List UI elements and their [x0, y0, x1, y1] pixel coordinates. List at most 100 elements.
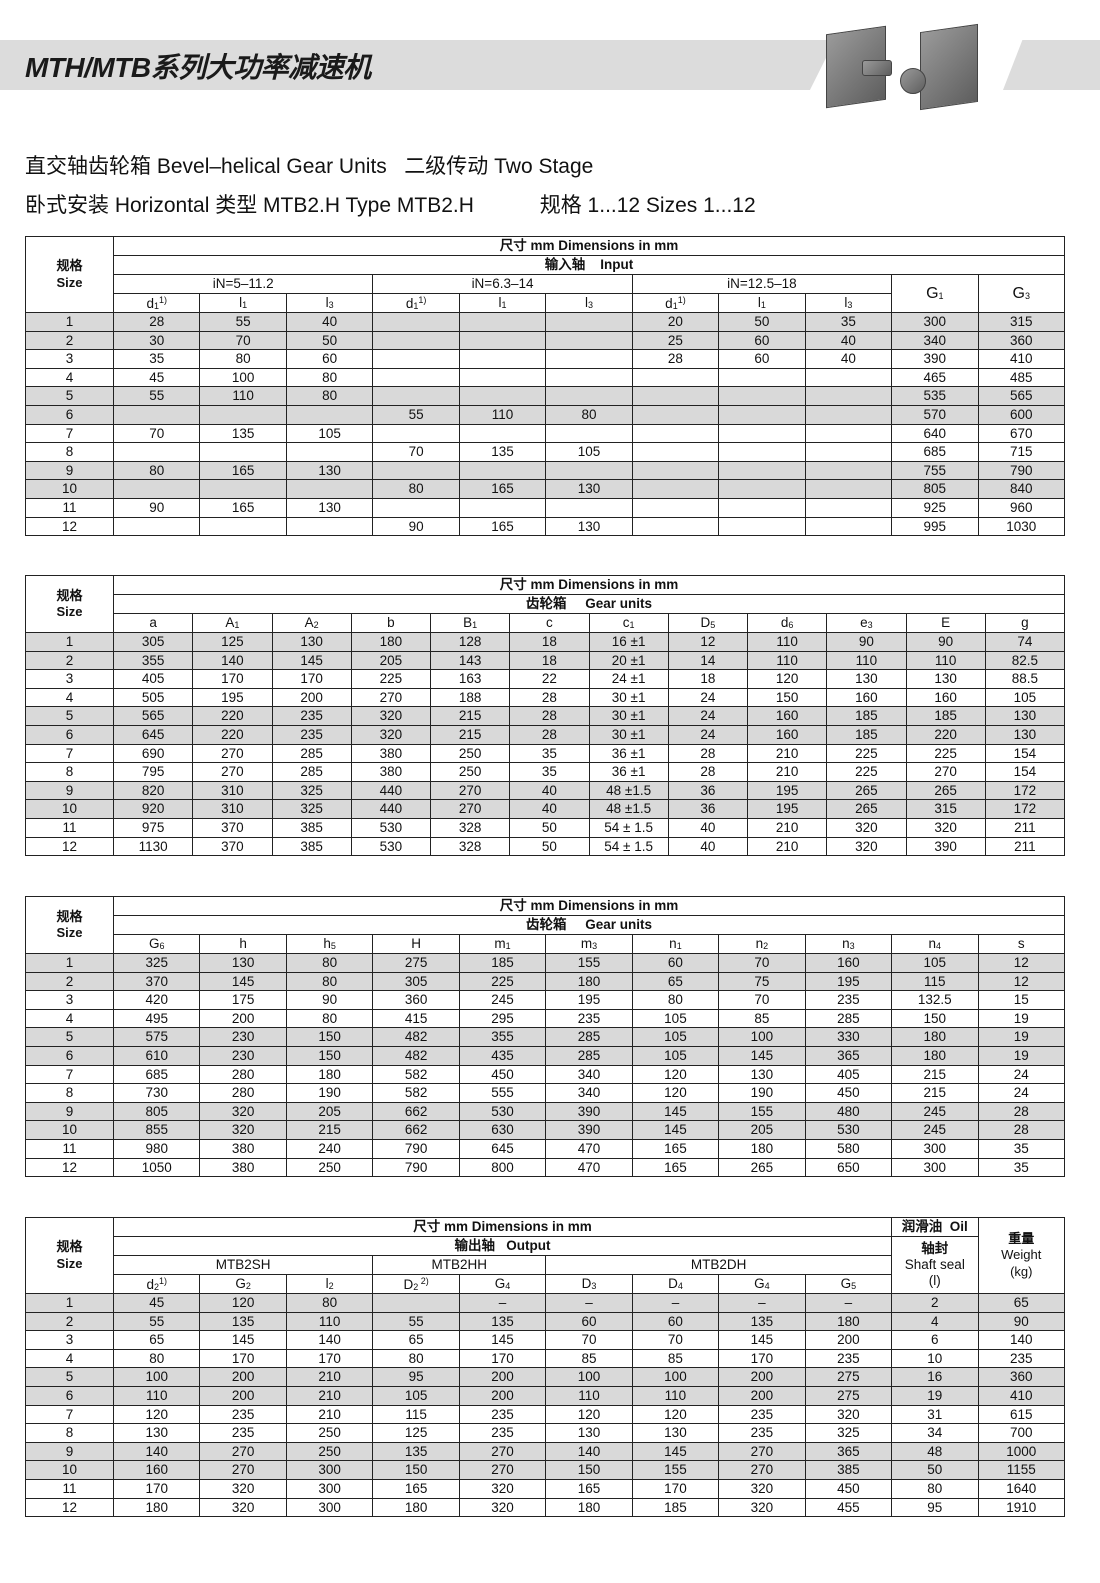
value-cell: 685 [891, 442, 979, 462]
value-cell: 110 [631, 1385, 720, 1406]
value-cell: 150 [372, 1460, 460, 1480]
value-cell: 235 [804, 1348, 893, 1369]
size-cell: 10 [25, 1460, 114, 1480]
column-symbol: d [665, 295, 673, 311]
value-cell: 180 [891, 1027, 979, 1047]
value-cell: 450 [804, 1083, 893, 1103]
value-cell [199, 442, 287, 462]
value-cell: 30 ±1 [588, 687, 669, 708]
value-cell: 90 [372, 516, 460, 537]
column-header: n1 [631, 934, 720, 954]
value-cell: 380 [199, 1157, 287, 1178]
mounting-type: 卧式安装 Horizontal 类型 MTB2.H Type MTB2.H [25, 194, 474, 217]
column-header: b [350, 613, 432, 633]
value-cell: 188 [429, 687, 511, 708]
g3-header: G3 [977, 274, 1066, 313]
column-footnote: 2) [418, 1275, 429, 1286]
value-cell: 185 [458, 953, 547, 973]
column-header: m1 [458, 934, 547, 954]
value-cell [372, 330, 460, 351]
value-cell: 60 [718, 330, 806, 351]
value-cell: 385 [804, 1460, 893, 1480]
value-cell: 30 ±1 [588, 724, 669, 745]
column-subscript: 6 [788, 620, 794, 630]
value-cell: 285 [271, 743, 352, 764]
value-cell: 280 [199, 1083, 287, 1103]
value-cell: 235 [271, 724, 352, 745]
variant-header-mtb2hh: MTB2HH [372, 1255, 547, 1275]
value-cell: 150 [285, 1045, 374, 1066]
size-cell: 8 [25, 1083, 114, 1103]
column-footnote: 1) [677, 294, 686, 305]
column-subscript: 4 [505, 1281, 511, 1291]
value-cell: 190 [285, 1083, 374, 1103]
column-symbol: n [842, 936, 850, 951]
size-range: 规格 1...12 Sizes 1...12 [539, 194, 756, 217]
value-cell: 390 [545, 1101, 633, 1122]
column-subscript: 3 [592, 941, 598, 951]
value-cell: 920 [112, 799, 194, 819]
value-cell: – [804, 1293, 893, 1313]
value-cell: 280 [199, 1064, 287, 1085]
value-cell: 12 [667, 632, 749, 652]
value-cell: 140 [285, 1330, 374, 1350]
size-cell: 2 [25, 971, 114, 992]
column-header: l1 [718, 293, 806, 313]
value-cell: 25 [631, 330, 720, 351]
value-cell: 70 [199, 330, 287, 351]
value-cell: 328 [429, 836, 511, 857]
value-cell: 195 [746, 780, 828, 801]
value-cell: 200 [718, 1367, 806, 1387]
value-cell: 40 [804, 349, 893, 369]
value-cell [718, 442, 806, 462]
value-cell: 74 [984, 632, 1066, 652]
column-symbol: c [546, 615, 553, 631]
column-subscript: 5 [851, 1281, 857, 1291]
value-cell: 440 [350, 780, 432, 801]
value-cell [372, 497, 460, 518]
value-cell: 195 [746, 799, 828, 819]
value-cell [545, 349, 633, 369]
value-cell: 85 [545, 1348, 633, 1369]
value-cell: 120 [631, 1404, 720, 1425]
value-cell: 270 [718, 1460, 806, 1480]
value-cell [458, 460, 547, 481]
column-subscript: 5 [330, 941, 336, 951]
value-cell: 565 [112, 706, 194, 726]
value-cell: 320 [905, 817, 986, 838]
value-cell: 300 [891, 312, 979, 332]
table-row: 9 805 320 205 662 530 390 145 155 480 245 28 [25, 1101, 1066, 1122]
value-cell: 215 [891, 1064, 979, 1085]
value-cell: 19 [977, 1045, 1066, 1066]
value-cell: 250 [429, 743, 511, 764]
value-cell: 265 [826, 799, 907, 819]
size-cell: 12 [25, 516, 114, 537]
table-row: 3 65 145 140 65 145 70 70 145 200 6 140 [25, 1330, 1066, 1350]
value-cell: 150 [545, 1460, 633, 1480]
value-cell: 535 [891, 386, 979, 406]
column-subscript: 1 [413, 300, 419, 311]
value-cell [458, 330, 547, 351]
value-cell: 135 [372, 1441, 460, 1462]
value-cell: 65 [112, 1330, 201, 1350]
value-cell: 50 [891, 1460, 979, 1480]
value-cell: 390 [891, 349, 979, 369]
value-cell: 320 [350, 724, 432, 745]
value-cell: 80 [285, 1293, 374, 1313]
value-cell: 225 [905, 743, 986, 764]
value-cell: 285 [545, 1045, 633, 1066]
table-row: 7 685 280 180 582 450 340 120 130 405 215 24 [25, 1064, 1066, 1085]
value-cell: 250 [285, 1441, 374, 1462]
table-row: 11 980 380 240 790 645 470 165 180 580 300 35 [25, 1138, 1066, 1159]
value-cell: 172 [984, 799, 1066, 819]
column-header: n3 [804, 934, 893, 954]
table-row: 5 55 110 80 535 565 [25, 386, 1066, 406]
value-cell: 28 [509, 706, 590, 726]
value-cell: 200 [458, 1385, 547, 1406]
value-cell: 100 [112, 1367, 201, 1387]
value-cell [804, 404, 893, 425]
value-cell [112, 404, 201, 425]
value-cell: 135 [199, 423, 287, 444]
value-cell: – [458, 1293, 547, 1313]
value-cell: 16 ±1 [588, 632, 669, 652]
